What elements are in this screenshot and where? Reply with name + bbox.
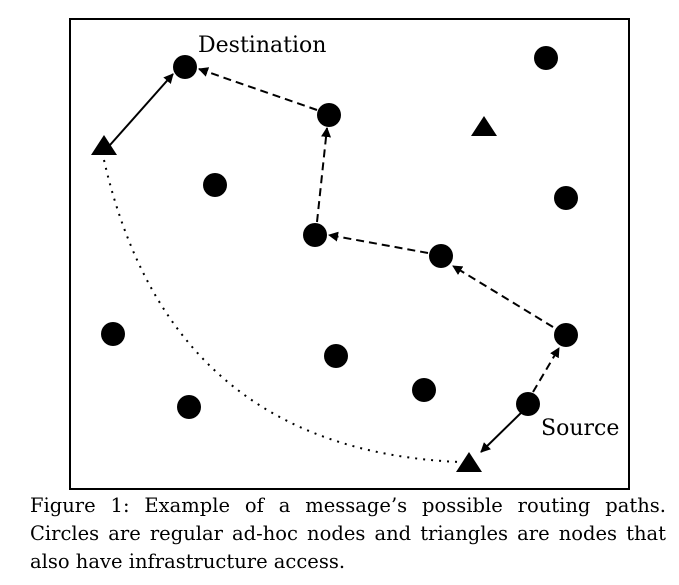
node-circle bbox=[534, 46, 558, 70]
solid-link-source-triangle bbox=[480, 398, 536, 453]
dashed-hop-4 bbox=[316, 127, 332, 223]
node-destination bbox=[173, 55, 197, 79]
caption-line-3: also have infrastructure access. bbox=[30, 550, 346, 573]
node-circle bbox=[554, 323, 578, 347]
infrastructure-path bbox=[103, 159, 461, 463]
node-circle bbox=[554, 186, 578, 210]
node-source bbox=[516, 392, 540, 416]
caption-line-1: Figure 1: Example of a message’s possibl… bbox=[30, 494, 666, 517]
node-circle bbox=[203, 173, 227, 197]
destination-label: Destination bbox=[198, 33, 326, 58]
source-label: Source bbox=[541, 416, 619, 441]
node-circle bbox=[101, 322, 125, 346]
node-circle bbox=[177, 395, 201, 419]
node-circle bbox=[317, 103, 341, 127]
solid-link-triangle-destination bbox=[100, 73, 174, 156]
node-triangle bbox=[471, 116, 497, 136]
dashed-hop-3 bbox=[328, 231, 429, 254]
routing-diagram: Destination Source bbox=[69, 18, 630, 490]
node-circle bbox=[324, 344, 348, 368]
node-circle bbox=[429, 244, 453, 268]
dashed-hop-2 bbox=[452, 265, 554, 328]
node-circle bbox=[303, 223, 327, 247]
dashed-hop-1 bbox=[532, 347, 560, 393]
node-triangle bbox=[91, 135, 117, 155]
figure-caption: Figure 1: Example of a message’s possibl… bbox=[30, 492, 666, 576]
dashed-hop-5 bbox=[198, 67, 318, 111]
node-triangle bbox=[456, 452, 482, 472]
diagram-frame bbox=[69, 18, 630, 490]
caption-line-2: Circles are regular ad-hoc nodes and tri… bbox=[30, 522, 666, 545]
node-circle bbox=[412, 378, 436, 402]
